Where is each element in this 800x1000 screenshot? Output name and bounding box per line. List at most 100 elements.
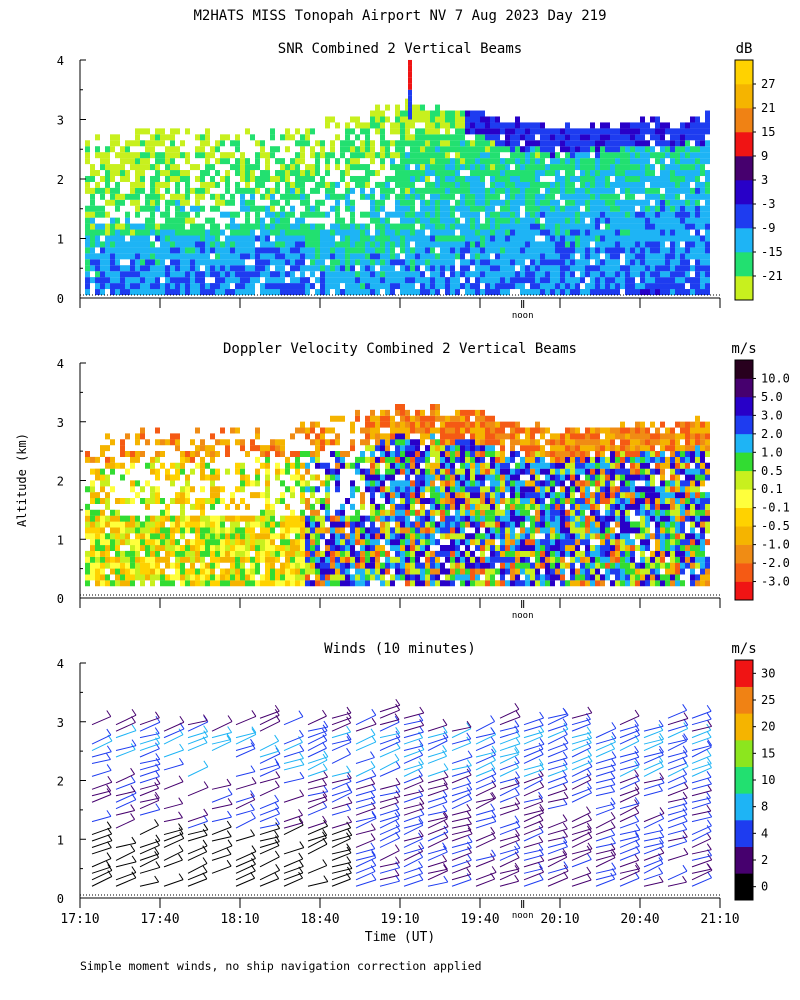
doppler-cell xyxy=(465,550,470,557)
snr-cell xyxy=(565,193,570,200)
colorbar-label: -21 xyxy=(761,269,783,283)
snr-cell xyxy=(535,193,540,200)
snr-cell xyxy=(445,283,450,290)
doppler-cell xyxy=(200,509,205,516)
doppler-cell xyxy=(355,456,360,463)
doppler-cell xyxy=(465,451,470,457)
snr-cell xyxy=(585,128,590,135)
doppler-cell xyxy=(335,515,340,522)
doppler-cell xyxy=(500,486,505,493)
doppler-cell xyxy=(395,568,400,575)
doppler-cell xyxy=(190,556,195,563)
snr-cell xyxy=(610,223,615,230)
snr-cell xyxy=(635,241,640,248)
snr-cell xyxy=(530,193,535,200)
snr-cell xyxy=(260,181,265,188)
snr-cell xyxy=(215,277,220,284)
snr-cell xyxy=(595,140,600,147)
doppler-cell xyxy=(335,433,340,440)
doppler-cell xyxy=(180,509,185,516)
snr-cell xyxy=(310,229,315,236)
doppler-cell xyxy=(105,562,110,569)
doppler-cell xyxy=(265,480,270,487)
snr-cell xyxy=(465,271,470,278)
snr-cell xyxy=(700,271,705,278)
snr-cell xyxy=(175,289,180,296)
doppler-cell xyxy=(495,498,500,504)
doppler-cell xyxy=(405,533,410,540)
snr-cell xyxy=(495,181,500,188)
doppler-cell xyxy=(350,515,355,522)
snr-cell xyxy=(215,253,220,260)
snr-cell xyxy=(535,259,540,266)
doppler-cell xyxy=(100,574,105,581)
snr-cell xyxy=(445,229,450,236)
snr-cell xyxy=(140,128,145,135)
doppler-cell xyxy=(470,480,475,487)
snr-cell xyxy=(440,277,445,284)
snr-cell xyxy=(90,241,95,248)
snr-cell xyxy=(420,289,425,296)
snr-cell xyxy=(415,247,420,254)
snr-cell xyxy=(655,140,660,147)
snr-cell xyxy=(375,152,380,159)
doppler-cell xyxy=(365,468,370,475)
snr-cell xyxy=(520,170,525,177)
snr-cell xyxy=(230,217,235,224)
doppler-cell xyxy=(475,456,480,463)
snr-cell xyxy=(505,283,510,290)
snr-cell xyxy=(390,265,395,272)
doppler-cell xyxy=(500,427,505,434)
snr-cell xyxy=(525,241,530,248)
doppler-cell xyxy=(375,574,380,581)
snr-cell xyxy=(175,146,180,153)
snr-cell xyxy=(305,193,310,200)
doppler-cell xyxy=(475,474,480,481)
doppler-cell xyxy=(405,474,410,481)
snr-cell xyxy=(170,217,175,224)
doppler-cell xyxy=(475,468,480,475)
snr-cell xyxy=(695,283,700,290)
doppler-cell xyxy=(215,545,220,551)
snr-cell xyxy=(580,134,585,141)
doppler-cell xyxy=(475,421,480,428)
doppler-cell xyxy=(435,474,440,481)
snr-cell xyxy=(255,223,260,230)
snr-cell xyxy=(350,235,355,242)
doppler-cell xyxy=(450,521,455,528)
doppler-cell xyxy=(170,545,175,551)
snr-cell xyxy=(475,241,480,248)
doppler-cell xyxy=(465,456,470,463)
doppler-cell xyxy=(460,409,465,416)
snr-cell xyxy=(115,181,120,188)
snr-cell xyxy=(205,128,210,135)
snr-cell xyxy=(565,229,570,236)
snr-cell xyxy=(610,164,615,171)
snr-cell xyxy=(545,211,550,218)
snr-cell xyxy=(210,181,215,188)
doppler-cell xyxy=(415,515,420,522)
snr-cell xyxy=(485,116,490,123)
doppler-cell xyxy=(265,568,270,575)
snr-cell xyxy=(165,265,170,272)
doppler-cell xyxy=(465,474,470,481)
snr-cell xyxy=(215,140,220,147)
doppler-cell xyxy=(490,580,495,587)
snr-cell xyxy=(85,140,90,147)
snr-cell xyxy=(465,283,470,290)
snr-cell xyxy=(435,205,440,212)
snr-cell xyxy=(255,175,260,182)
snr-cell xyxy=(275,175,280,182)
doppler-cell xyxy=(340,521,345,528)
doppler-cell xyxy=(275,439,280,446)
snr-cell xyxy=(640,211,645,218)
snr-cell xyxy=(165,152,170,159)
snr-cell xyxy=(490,283,495,290)
doppler-cell xyxy=(230,545,235,551)
doppler-cell xyxy=(385,456,390,463)
snr-cell xyxy=(450,241,455,248)
snr-cell xyxy=(560,158,565,165)
snr-cell xyxy=(520,122,525,129)
snr-cell xyxy=(500,277,505,284)
snr-cell xyxy=(685,241,690,248)
